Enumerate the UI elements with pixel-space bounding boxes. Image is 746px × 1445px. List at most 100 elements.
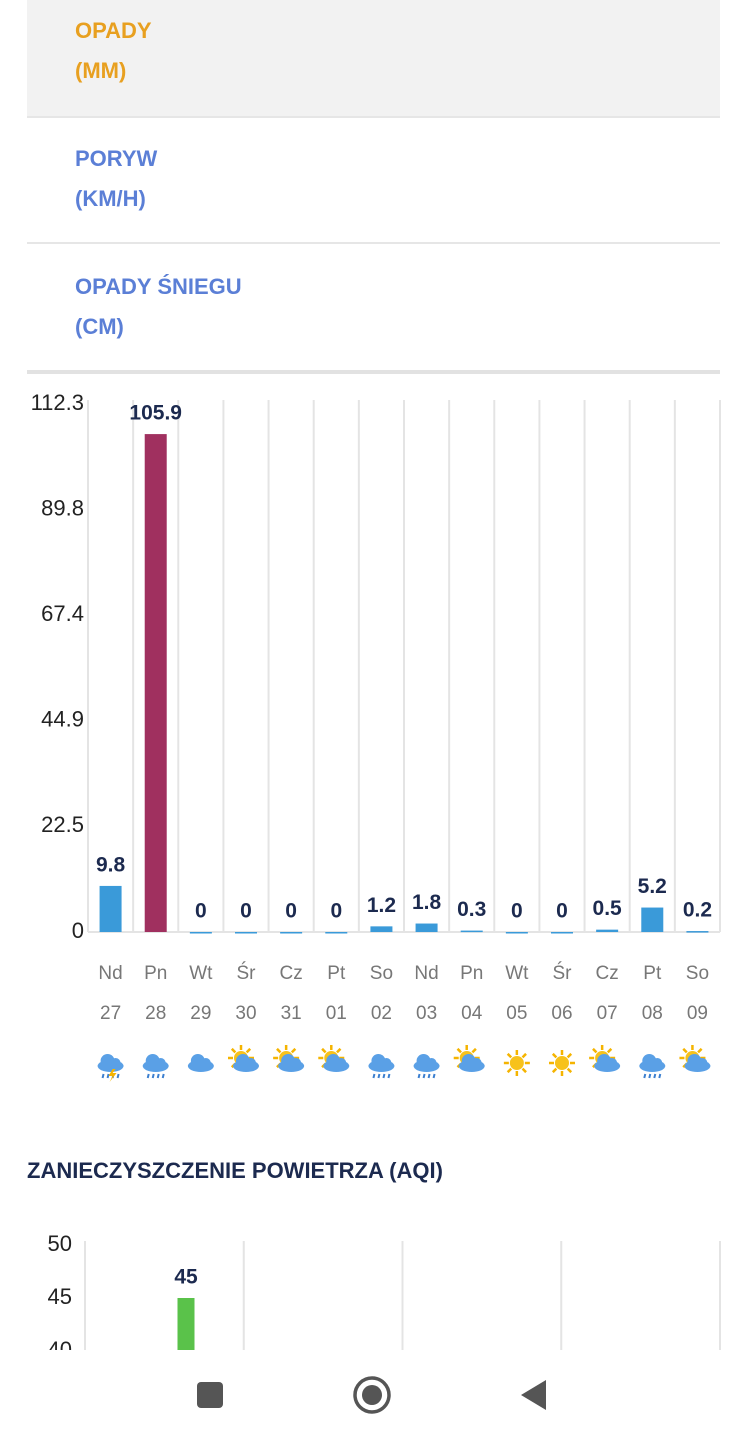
back-button[interactable] <box>521 1380 546 1410</box>
x-tick-date: 28 <box>145 1003 166 1024</box>
rain-drop <box>372 1073 376 1079</box>
bar <box>189 932 212 934</box>
rain-drop <box>101 1073 105 1079</box>
value-label: 0.3 <box>457 898 486 921</box>
x-tick-date: 09 <box>687 1003 708 1024</box>
sun <box>509 1056 524 1070</box>
rain-drop <box>648 1073 652 1079</box>
selected-tab-bg <box>27 0 720 117</box>
weather-icon <box>273 1045 305 1072</box>
rain-drop <box>382 1073 386 1079</box>
value-label: 0 <box>285 900 297 923</box>
y-tick-label: 67.4 <box>41 601 84 626</box>
x-tick-label: Nd <box>414 963 438 984</box>
value-label: 1.8 <box>412 891 442 914</box>
bar <box>551 932 573 934</box>
bar <box>686 931 709 933</box>
tab-unit[interactable]: (MM) <box>75 58 126 83</box>
tab-unit[interactable]: (KM/H) <box>75 186 146 211</box>
weather-icon <box>318 1045 350 1072</box>
rain-drop <box>432 1073 436 1079</box>
tab-label[interactable]: PORYW <box>75 146 158 171</box>
cloud <box>110 1058 121 1068</box>
y-tick-label: 40 <box>48 1337 72 1350</box>
cloud <box>155 1058 166 1068</box>
sun-ray <box>230 1047 237 1054</box>
x-tick-label: Nd <box>98 963 122 984</box>
y-tick-label: 112.3 <box>31 390 84 415</box>
value-label: 0 <box>330 900 342 923</box>
value-label: 0 <box>195 900 207 923</box>
rain-drop <box>161 1073 165 1079</box>
y-tick-label: 44.9 <box>41 707 84 732</box>
x-tick-label: So <box>686 963 709 984</box>
value-label: 0.2 <box>683 899 712 922</box>
x-tick-date: 02 <box>371 1003 392 1024</box>
weather-icon <box>228 1045 259 1072</box>
rain-drop <box>427 1073 431 1079</box>
sun-ray <box>521 1052 527 1059</box>
x-tick-date: 05 <box>506 1003 527 1024</box>
chart-title: ZANIECZYSZCZENIE POWIETRZA (AQI) <box>27 1158 443 1183</box>
value-label: 5.2 <box>638 875 667 898</box>
bar <box>235 932 257 934</box>
sun-ray <box>321 1047 327 1054</box>
weather-icon <box>679 1045 711 1072</box>
tab-unit[interactable]: (CM) <box>75 314 124 339</box>
sun-ray <box>551 1067 558 1074</box>
sun-ray <box>521 1067 527 1074</box>
y-tick-label: 22.5 <box>41 812 84 837</box>
recent-button[interactable] <box>197 1382 223 1408</box>
value-label: 1.2 <box>367 894 396 917</box>
bar <box>415 923 438 932</box>
value-label: 0 <box>511 900 523 923</box>
rain-drop <box>116 1073 120 1079</box>
x-tick-date: 04 <box>461 1003 483 1024</box>
sun-ray <box>290 1047 297 1054</box>
weather-icon <box>142 1054 169 1079</box>
y-tick-label: 0 <box>72 918 84 943</box>
x-tick-date: 08 <box>642 1003 663 1024</box>
x-tick-label: Wt <box>505 963 529 984</box>
rain-drop <box>151 1073 155 1079</box>
value-label: 0 <box>240 900 252 923</box>
sun-ray <box>245 1047 252 1054</box>
rain-drop <box>156 1073 160 1079</box>
screen: OPADY (MM) PORYW (KM/H) OPADY ŚNIEGU (CM… <box>27 0 721 1350</box>
rain-drop <box>146 1073 150 1079</box>
sun-ray <box>471 1047 477 1054</box>
weather-icon <box>413 1054 440 1079</box>
weather-icon <box>368 1054 395 1079</box>
sun-ray <box>551 1052 558 1059</box>
sun-ray <box>566 1067 573 1074</box>
tab-label[interactable]: OPADY ŚNIEGU <box>75 274 242 299</box>
weather-icon <box>639 1054 666 1079</box>
value-label: 105.9 <box>129 402 182 425</box>
bar <box>280 932 303 934</box>
bar <box>641 907 664 932</box>
cloud <box>607 1058 618 1068</box>
bar <box>460 930 483 933</box>
nav-bar <box>0 1350 746 1440</box>
value-label: 0.5 <box>593 897 623 920</box>
rain-drop <box>106 1073 110 1079</box>
bar <box>370 926 393 932</box>
weather-icon <box>589 1045 621 1072</box>
sun <box>555 1056 569 1070</box>
x-tick-label: Pt <box>643 963 662 984</box>
weather-icon <box>453 1045 485 1072</box>
x-tick-date: 07 <box>597 1003 618 1024</box>
x-tick-label: Pn <box>144 963 167 984</box>
x-tick-date: 01 <box>326 1003 347 1024</box>
bar <box>177 1298 195 1350</box>
tab-label[interactable]: OPADY <box>75 18 152 43</box>
x-tick-label: Cz <box>280 963 303 984</box>
home-button[interactable] <box>353 1376 391 1414</box>
x-tick-date: 31 <box>281 1003 302 1024</box>
cloud <box>471 1058 482 1068</box>
sun-ray <box>336 1047 342 1054</box>
cloud <box>426 1058 437 1068</box>
x-tick-date: 06 <box>551 1003 572 1024</box>
rain-drop <box>658 1073 662 1079</box>
cloud <box>200 1058 211 1068</box>
